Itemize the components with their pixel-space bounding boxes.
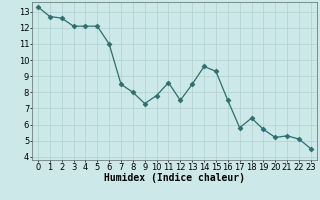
X-axis label: Humidex (Indice chaleur): Humidex (Indice chaleur) [104,173,245,183]
